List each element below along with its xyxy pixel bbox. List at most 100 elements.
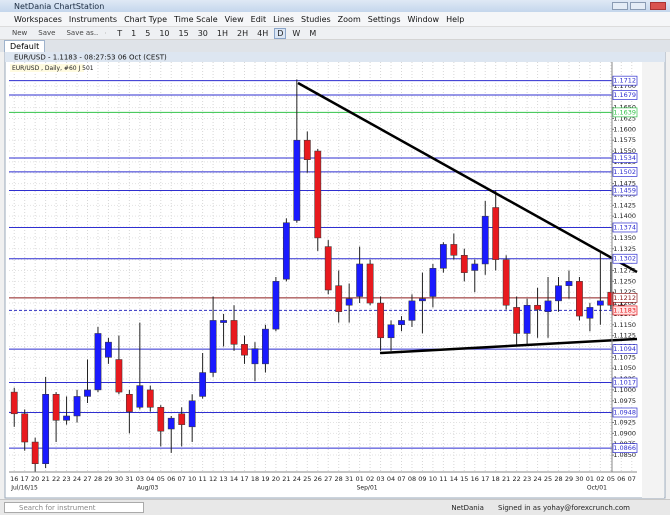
timeframe-button[interactable]: 15 xyxy=(178,28,189,38)
y-tick-label: 1.0975 xyxy=(613,397,636,405)
subtitle-box xyxy=(10,64,84,72)
search-box[interactable]: Search for instrument xyxy=(4,502,144,513)
x-tick-label: 27 xyxy=(324,475,332,483)
candle-body xyxy=(272,281,280,330)
timeframe-button[interactable]: 2H xyxy=(237,28,249,38)
x-tick-label: 11 xyxy=(439,475,447,483)
close-button[interactable] xyxy=(650,2,666,10)
candle-body xyxy=(555,285,562,302)
candle-body xyxy=(105,341,112,358)
candle-body xyxy=(136,385,144,408)
y-tick-label: 1.1050 xyxy=(613,364,636,372)
x-tick-label: 16 xyxy=(471,475,479,483)
file-button[interactable]: Save as.. xyxy=(66,29,99,37)
y-tick-label: 1.1150 xyxy=(613,321,636,329)
maximize-button[interactable] xyxy=(630,2,646,10)
x-tick-label: 29 xyxy=(104,475,112,483)
x-tick-label: 20 xyxy=(31,475,39,483)
menu-item[interactable]: Chart Type xyxy=(124,14,167,24)
level-label: 1.1502 xyxy=(613,168,636,176)
level-label-box xyxy=(612,377,638,388)
y-tick-label: 1.1475 xyxy=(613,180,636,188)
candle-body xyxy=(429,268,437,297)
menu-item[interactable]: Lines xyxy=(273,14,294,24)
x-tick-label: 21 xyxy=(502,475,510,483)
y-tick-label: 1.1425 xyxy=(613,201,636,209)
level-label: 1.1374 xyxy=(613,223,636,231)
level-label: 1.1459 xyxy=(613,187,636,195)
x-tick-label: 28 xyxy=(554,475,562,483)
tab[interactable]: Default xyxy=(4,40,46,52)
x-tick-label: 17 xyxy=(481,475,489,483)
candle-body xyxy=(262,328,269,365)
x-tick-label: 11 xyxy=(198,475,206,483)
x-tick-label: 27 xyxy=(83,475,91,483)
menu-item[interactable]: Studies xyxy=(300,14,331,24)
x-tick-label: 10 xyxy=(429,475,437,483)
menu-item[interactable]: Instruments xyxy=(68,14,118,24)
right-panel xyxy=(642,62,664,498)
level-label-box xyxy=(612,107,638,118)
separator xyxy=(105,32,111,34)
x-tick-label: 01 xyxy=(355,475,363,483)
x-tick-label: 06 xyxy=(167,475,175,483)
candle-body xyxy=(157,407,165,432)
level-label-box xyxy=(612,292,638,303)
menu-item[interactable]: Workspaces xyxy=(14,14,62,24)
level-label: 1.1534 xyxy=(613,154,636,162)
x-tick-label: 14 xyxy=(450,475,458,483)
x-tick-label: 30 xyxy=(115,475,123,483)
x-tick-label: 19 xyxy=(261,475,269,483)
y-tick-label: 1.1275 xyxy=(613,266,636,274)
timeframe-button[interactable]: 30 xyxy=(197,28,208,38)
candle-body xyxy=(10,391,18,415)
x-tick-label: 16 xyxy=(10,475,18,483)
candle-body xyxy=(146,389,154,408)
toolbar: New Save Save as.. T 1 5 10 15 30 1H 2H 4H D W M xyxy=(0,27,670,40)
x-month-label: Sep/01 xyxy=(357,485,378,492)
x-tick-label: 23 xyxy=(62,475,70,483)
timeframe-button[interactable]: W xyxy=(292,28,301,38)
timeframe-button[interactable]: M xyxy=(309,28,317,38)
candle-body xyxy=(230,320,238,345)
x-tick-label: 02 xyxy=(366,475,374,483)
timeframe-button[interactable]: 5 xyxy=(145,28,151,38)
menu-item[interactable]: Zoom xyxy=(337,14,361,24)
x-tick-label: 25 xyxy=(303,475,311,483)
menu-item[interactable]: View xyxy=(224,14,244,24)
window-title: NetDania ChartStation xyxy=(14,1,105,11)
trend-line xyxy=(379,337,638,355)
menu-item[interactable]: Help xyxy=(446,14,465,24)
trend-line xyxy=(297,81,638,274)
x-tick-label: 07 xyxy=(178,475,186,483)
timeframe-button[interactable]: 1H xyxy=(216,28,229,38)
candle-body xyxy=(303,139,311,160)
menu-item[interactable]: Settings xyxy=(367,14,401,24)
candle-body xyxy=(167,417,175,430)
minimize-button[interactable] xyxy=(612,2,628,10)
y-tick-label: 1.0850 xyxy=(613,451,636,459)
x-tick-label: 04 xyxy=(387,475,395,483)
menu-item[interactable]: Time Scale xyxy=(174,14,218,24)
x-tick-label: 31 xyxy=(345,475,353,483)
x-tick-label: 28 xyxy=(335,475,343,483)
candle-body xyxy=(523,304,531,334)
timeframe-button[interactable]: T xyxy=(117,28,123,38)
brand: NetDania xyxy=(451,503,484,512)
x-tick-label: 22 xyxy=(512,475,520,483)
level-label-box xyxy=(612,167,638,177)
y-tick-label: 1.0900 xyxy=(613,429,636,437)
x-tick-label: 24 xyxy=(73,475,81,483)
timeframe-button[interactable]: 10 xyxy=(159,28,170,38)
timeframe-button[interactable]: 4H xyxy=(257,28,269,38)
timeframe-button[interactable]: 1 xyxy=(131,28,137,38)
level-label-box xyxy=(612,407,638,418)
file-button[interactable]: New xyxy=(12,29,28,37)
x-tick-label: 18 xyxy=(251,475,259,483)
level-label: 1.1639 xyxy=(613,108,636,116)
file-button[interactable]: Save xyxy=(38,29,56,37)
menu-item[interactable]: Window xyxy=(407,14,440,24)
timeframe-button[interactable]: D xyxy=(274,27,287,39)
menu-item[interactable]: Edit xyxy=(250,14,267,24)
title-bar: NetDania ChartStation xyxy=(0,0,670,12)
